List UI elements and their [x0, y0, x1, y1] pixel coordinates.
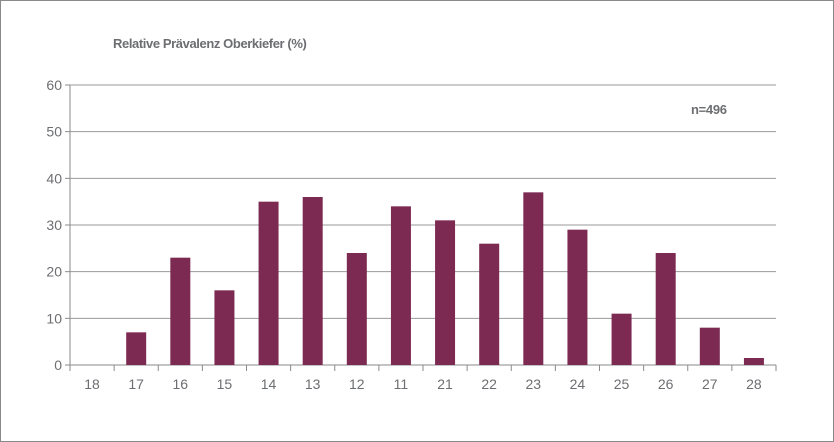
bar-23 — [523, 192, 544, 365]
bar-14 — [258, 201, 279, 365]
bar-28 — [743, 358, 764, 365]
y-tick-label-50: 50 — [46, 124, 62, 140]
x-tick-label-12: 12 — [349, 376, 365, 392]
y-tick-label-0: 0 — [54, 357, 62, 373]
bar-26 — [655, 253, 676, 365]
bar-25 — [611, 313, 632, 365]
x-tick-label-17: 17 — [128, 376, 144, 392]
y-tick-label-60: 60 — [46, 77, 62, 93]
y-tick-label-10: 10 — [46, 310, 62, 326]
sample-size-label: n=496 — [691, 102, 727, 117]
x-tick-label-16: 16 — [173, 376, 189, 392]
bar-21 — [435, 220, 456, 365]
x-tick-label-14: 14 — [261, 376, 277, 392]
bar-11 — [390, 206, 411, 365]
x-tick-label-18: 18 — [84, 376, 100, 392]
x-tick-label-25: 25 — [614, 376, 630, 392]
bar-12 — [346, 253, 367, 365]
x-tick-label-26: 26 — [658, 376, 674, 392]
x-tick-label-28: 28 — [746, 376, 762, 392]
bar-17 — [126, 332, 147, 365]
bar-15 — [214, 290, 235, 365]
bar-13 — [302, 197, 323, 365]
y-tick-label-20: 20 — [46, 264, 62, 280]
x-tick-label-27: 27 — [702, 376, 718, 392]
y-tick-label-40: 40 — [46, 170, 62, 186]
bar-27 — [699, 327, 720, 365]
x-tick-label-24: 24 — [570, 376, 586, 392]
bar-16 — [170, 257, 191, 365]
x-tick-label-22: 22 — [481, 376, 497, 392]
x-tick-label-21: 21 — [437, 376, 453, 392]
x-tick-label-23: 23 — [526, 376, 542, 392]
bar-22 — [479, 243, 500, 365]
x-tick-label-15: 15 — [217, 376, 233, 392]
y-tick-label-30: 30 — [46, 217, 62, 233]
chart-title: Relative Prävalenz Oberkiefer (%) — [113, 36, 307, 51]
x-tick-label-11: 11 — [394, 376, 409, 392]
bar-24 — [567, 229, 588, 365]
x-tick-label-13: 13 — [305, 376, 321, 392]
